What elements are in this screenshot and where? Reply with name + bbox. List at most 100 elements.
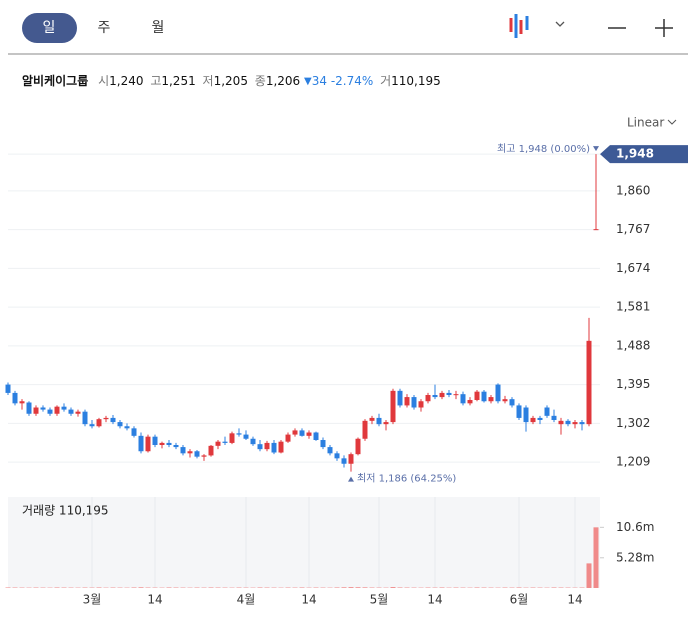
value: 1,205 bbox=[214, 74, 248, 88]
change-pct: -2.74% bbox=[331, 74, 373, 88]
candle-body bbox=[20, 401, 25, 403]
candle-body bbox=[356, 439, 361, 454]
candle-body bbox=[167, 443, 172, 445]
candle-body bbox=[475, 392, 480, 400]
candle-body bbox=[90, 424, 95, 426]
y-tick-label: 1,674 bbox=[616, 261, 650, 275]
candle-body bbox=[363, 421, 368, 439]
y-tick-label: 1,395 bbox=[616, 377, 650, 391]
candle-body bbox=[426, 395, 431, 401]
candle-body bbox=[314, 433, 319, 441]
candle-body bbox=[384, 422, 389, 424]
volume-bar bbox=[517, 587, 522, 588]
candle-body bbox=[216, 442, 221, 446]
y-tick-label: 1,302 bbox=[616, 416, 650, 430]
volume-bar bbox=[97, 587, 102, 588]
high-marker bbox=[593, 146, 599, 151]
candle-body bbox=[202, 455, 207, 456]
value: 1,206 bbox=[266, 74, 300, 88]
candle-body bbox=[503, 399, 508, 401]
value: 1,240 bbox=[109, 74, 143, 88]
label: 시 bbox=[98, 74, 109, 88]
candle-body bbox=[272, 443, 277, 453]
candle-body bbox=[405, 397, 410, 405]
volume-bar bbox=[6, 587, 11, 588]
volume-bar bbox=[139, 587, 144, 588]
candle-body bbox=[286, 435, 291, 442]
candle-body bbox=[139, 436, 144, 451]
candle-body bbox=[510, 399, 515, 405]
volume-bar bbox=[209, 587, 214, 588]
tab[interactable]: 일 bbox=[43, 20, 56, 36]
x-tick-label: 4월 bbox=[237, 593, 256, 607]
scale-toggle[interactable]: Linear bbox=[627, 116, 664, 130]
candle-body bbox=[293, 430, 298, 434]
low-note: 최저 1,186 (64.25%) bbox=[357, 473, 456, 485]
volume-bar bbox=[552, 587, 557, 588]
candle-body bbox=[391, 391, 396, 422]
candle-body bbox=[69, 410, 74, 414]
candle-body bbox=[223, 442, 228, 443]
candle-body bbox=[545, 408, 550, 416]
candle-body bbox=[237, 433, 242, 434]
candle-body bbox=[55, 407, 60, 414]
candle-body bbox=[153, 437, 158, 445]
chart-type-icon[interactable] bbox=[511, 14, 564, 38]
y-tick-label: 1,767 bbox=[616, 222, 650, 236]
candle-body bbox=[41, 408, 46, 410]
stock-name: 알비케이그룹 bbox=[22, 73, 88, 88]
tab[interactable]: 주 bbox=[98, 20, 111, 36]
candle-body bbox=[538, 418, 543, 420]
label: 고 bbox=[150, 74, 161, 88]
candle-body bbox=[447, 393, 452, 395]
volume-bar bbox=[349, 587, 354, 588]
candle-body bbox=[62, 407, 67, 410]
candle-body bbox=[321, 440, 326, 447]
volume-bar bbox=[398, 587, 403, 588]
candle-body bbox=[83, 412, 88, 425]
candle-body bbox=[370, 418, 375, 421]
volume-title: 거래량 110,195 bbox=[22, 504, 109, 518]
candle-body bbox=[573, 422, 578, 424]
volume-bar bbox=[363, 587, 368, 588]
candle-body bbox=[125, 426, 130, 428]
candle-body bbox=[6, 385, 11, 393]
candle-body bbox=[461, 394, 466, 403]
candle-body bbox=[265, 443, 270, 449]
candle-body bbox=[181, 447, 186, 453]
label: 종 bbox=[255, 74, 266, 88]
low-marker bbox=[348, 477, 354, 482]
volume-bar bbox=[342, 587, 347, 588]
candle-body bbox=[76, 412, 81, 414]
candle-body bbox=[454, 394, 459, 395]
candle-body bbox=[244, 435, 249, 439]
candle-body bbox=[468, 400, 473, 403]
x-tick-label: 5월 bbox=[370, 593, 389, 607]
tab[interactable]: 월 bbox=[152, 20, 165, 36]
candle-body bbox=[48, 410, 53, 414]
candle-body bbox=[251, 439, 256, 444]
candle-body bbox=[552, 416, 557, 420]
x-tick-label: 14 bbox=[301, 593, 316, 607]
candle-body bbox=[307, 433, 312, 436]
candle-body bbox=[517, 405, 522, 418]
candle-body bbox=[342, 458, 347, 463]
candle-body bbox=[97, 419, 102, 426]
volume-tick-label: 10.6m bbox=[616, 520, 654, 534]
label: 거 bbox=[380, 74, 391, 88]
volume-bar bbox=[356, 587, 361, 588]
candle-body bbox=[230, 433, 235, 443]
y-tick-label: 1,581 bbox=[616, 300, 650, 314]
change: 34 bbox=[312, 74, 327, 88]
zoom-in[interactable] bbox=[655, 19, 673, 37]
volume-bar bbox=[300, 587, 305, 588]
x-tick-label: 14 bbox=[147, 593, 162, 607]
candle-body bbox=[195, 451, 200, 456]
scale-chevron[interactable] bbox=[668, 120, 676, 124]
x-tick-label: 14 bbox=[427, 593, 442, 607]
volume-bar bbox=[132, 587, 137, 588]
candle-body bbox=[349, 454, 354, 464]
volume-bar bbox=[440, 587, 445, 588]
value: 110,195 bbox=[391, 74, 441, 88]
